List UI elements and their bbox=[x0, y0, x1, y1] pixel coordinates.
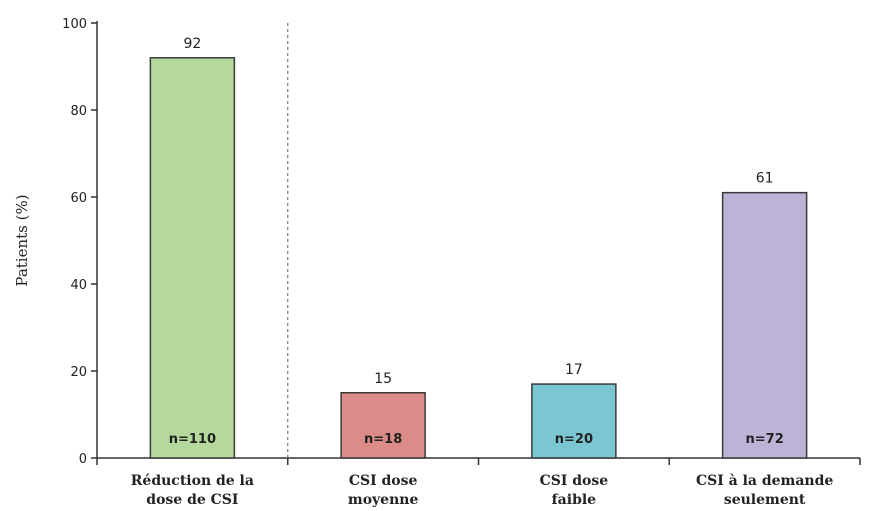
y-tick-label: 0 bbox=[79, 452, 87, 467]
y-tick-label: 20 bbox=[70, 365, 87, 380]
y-axis: 0 20 40 60 80 100 bbox=[62, 17, 98, 467]
bar-value-label: 61 bbox=[756, 171, 774, 187]
y-tick-label: 60 bbox=[70, 191, 87, 206]
bar bbox=[531, 383, 617, 459]
y-tick-label: 80 bbox=[70, 104, 87, 119]
bar-value-label: 92 bbox=[183, 36, 201, 52]
category-labels: Réduction de la dose de CSI CSI dose moyenn… bbox=[131, 473, 834, 508]
x-category-label: Réduction de la dose de CSI bbox=[131, 473, 254, 508]
x-category-label: CSI à la demande seulement bbox=[696, 473, 833, 508]
bar-n-label: n=110 bbox=[169, 432, 216, 447]
bar-n-label: n=72 bbox=[746, 432, 784, 447]
x-category-label: CSI dose moyenne bbox=[348, 473, 419, 508]
bars: 92 n=110 15 n=18 17 n=20 61 n=72 bbox=[149, 36, 808, 459]
bar-n-label: n=20 bbox=[555, 432, 593, 447]
bar bbox=[721, 191, 808, 459]
bar-value-label: 17 bbox=[565, 362, 583, 378]
y-tick-label: 40 bbox=[70, 278, 87, 293]
bar-value-label: 15 bbox=[374, 371, 392, 387]
x-category-label: CSI dose faible bbox=[540, 473, 609, 508]
y-tick-label: 100 bbox=[62, 17, 87, 32]
bar-n-label: n=18 bbox=[364, 432, 402, 447]
y-axis-title: Patients (%) bbox=[13, 194, 31, 286]
bar bbox=[340, 392, 426, 459]
bar bbox=[149, 57, 236, 459]
